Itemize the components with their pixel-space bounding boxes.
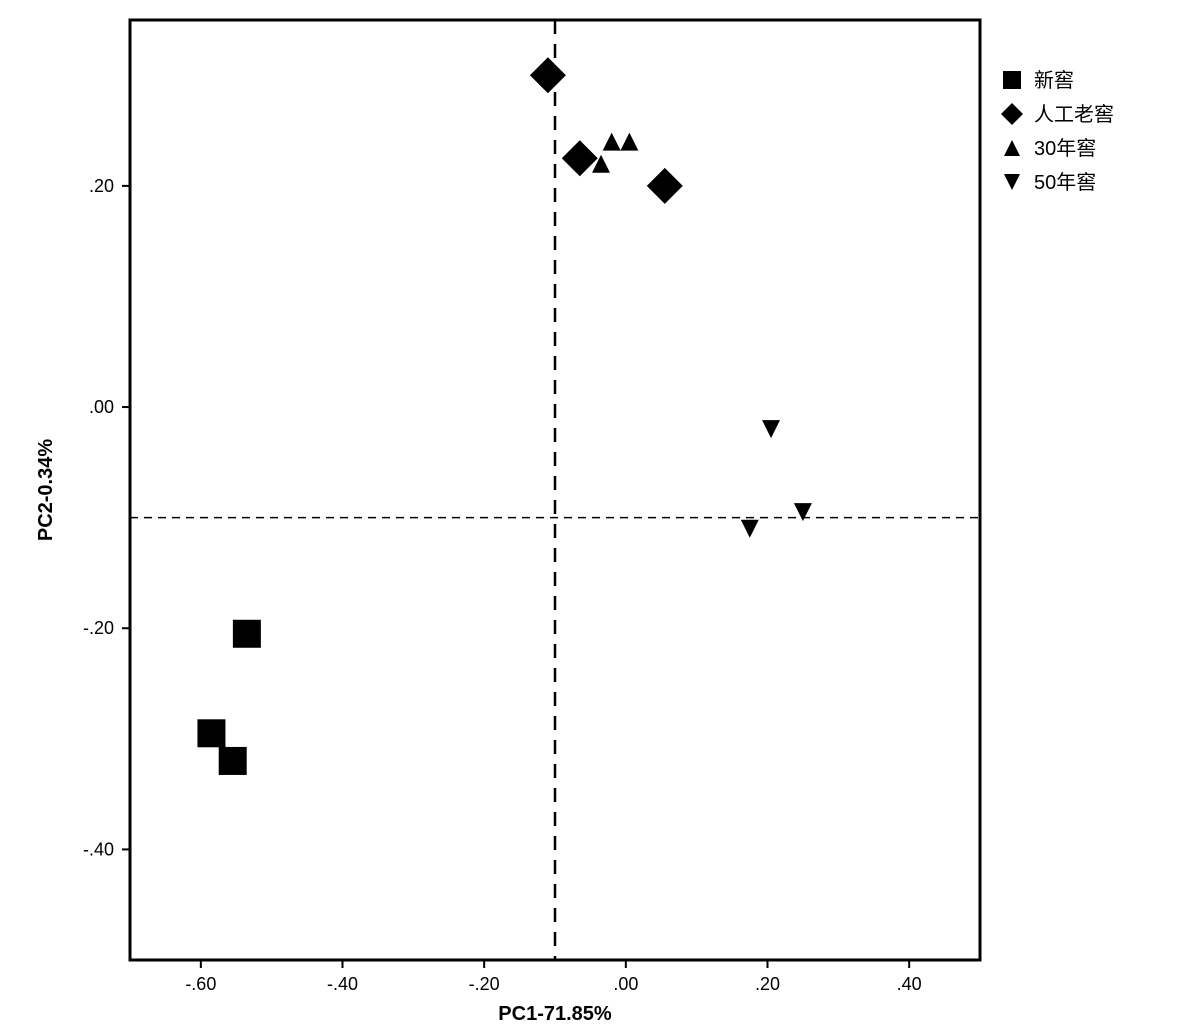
legend-label: 新窖	[1034, 69, 1074, 92]
legend-marker	[1004, 174, 1020, 190]
legend-marker	[1001, 103, 1023, 125]
y-axis-label: PC2-0.34%	[35, 439, 57, 541]
x-axis-label: PC1-71.85%	[498, 1003, 612, 1025]
y-tick-label: -.40	[83, 839, 114, 859]
y-tick-label: .20	[89, 176, 114, 196]
legend-marker	[1003, 71, 1021, 89]
data-point	[197, 719, 225, 747]
data-point	[233, 620, 261, 648]
legend-label: 人工老窖	[1034, 103, 1114, 126]
legend-marker	[1004, 140, 1020, 156]
data-point	[219, 747, 247, 775]
x-tick-label: -.20	[469, 974, 500, 994]
chart-svg: -.60 -.40 -.20 .00 .20 .40 -.40 -.20 .00 .20 PC1-7…	[0, 0, 1191, 1030]
x-tick-label: .20	[755, 974, 780, 994]
y-tick-label: -.20	[83, 618, 114, 638]
legend-label: 30年窖	[1034, 137, 1096, 160]
pca-scatter-chart: -.60 -.40 -.20 .00 .20 .40 -.40 -.20 .00 .20 PC1-7…	[0, 0, 1191, 1030]
x-tick-label: -.60	[185, 974, 216, 994]
x-tick-label: .00	[613, 974, 638, 994]
legend-label: 50年窖	[1034, 171, 1096, 194]
x-tick-label: -.40	[327, 974, 358, 994]
y-tick-label: .00	[89, 397, 114, 417]
x-tick-label: .40	[897, 974, 922, 994]
